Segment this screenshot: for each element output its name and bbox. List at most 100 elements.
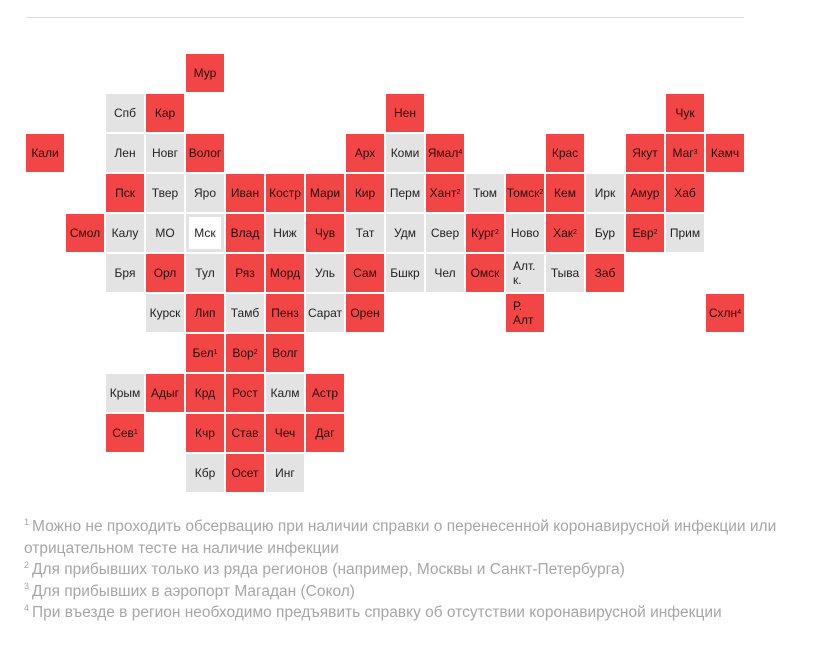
- region-tile: Крд: [186, 374, 224, 412]
- region-tile: Томск 2: [506, 174, 544, 212]
- region-label: Вор: [232, 346, 254, 360]
- region-tile: Бшкр: [386, 254, 424, 292]
- region-label: Кург: [471, 226, 495, 240]
- region-label: Арх: [354, 146, 376, 160]
- region-label: Чув: [314, 226, 336, 240]
- region-label: МО: [155, 226, 175, 240]
- region-tile: Бур: [586, 214, 624, 252]
- region-label: Кали: [31, 146, 59, 160]
- region-label: Лип: [194, 306, 216, 320]
- region-label: Яро: [193, 186, 216, 200]
- region-tile: Хак 2: [546, 214, 584, 252]
- region-label: Новг: [151, 146, 179, 160]
- region-label: Сев: [112, 426, 134, 440]
- region-label: Даг: [315, 426, 335, 440]
- footnote-3: 3 Для прибывших в аэропорт Магадан (Сокол…: [24, 581, 814, 603]
- footnote-1: 1 Можно не проходить обсервацию при налич…: [24, 516, 814, 559]
- region-tile: Ниж: [266, 214, 304, 252]
- region-tile: Кар: [146, 94, 184, 132]
- region-tile: Нен: [386, 94, 424, 132]
- region-tile: Ряз: [226, 254, 264, 292]
- region-label: Ирк: [594, 186, 616, 200]
- region-label: Евр: [632, 226, 654, 240]
- region-tile: Чув: [306, 214, 344, 252]
- region-label: Адыг: [150, 386, 179, 400]
- region-label: Уль: [314, 266, 336, 280]
- region-tile: Мур: [186, 54, 224, 92]
- region-label: Чук: [675, 106, 695, 120]
- region-tile: Инг: [266, 454, 304, 492]
- region-label: Костр: [269, 186, 301, 200]
- region-label: Орл: [153, 266, 177, 280]
- region-tile: Кург 2: [466, 214, 504, 252]
- footnote-text: Для прибывших в аэропорт Магадан (Сокол): [32, 582, 355, 600]
- region-label: Кчр: [195, 426, 215, 440]
- region-label: Волг: [272, 346, 298, 360]
- region-tile: Иван: [226, 174, 264, 212]
- region-label: Кбр: [194, 466, 216, 480]
- footnote-mark: 2: [24, 559, 30, 570]
- region-label: Томск: [506, 186, 540, 200]
- region-label: Ряз: [235, 266, 255, 280]
- region-tile: Кчр: [186, 414, 224, 452]
- region-tile: Астр: [306, 374, 344, 412]
- region-tile: Заб: [586, 254, 624, 292]
- region-label: Ямал: [427, 146, 459, 160]
- region-label: Ново: [510, 226, 540, 240]
- region-tile: Орен: [346, 294, 384, 332]
- region-tile: Коми: [386, 134, 424, 172]
- region-label: Бел: [192, 346, 214, 360]
- region-tile: Орл: [146, 254, 184, 292]
- region-tile: Став: [226, 414, 264, 452]
- region-tile: Хаб: [666, 174, 704, 212]
- region-label: Лен: [114, 146, 136, 160]
- region-label: Хант: [429, 186, 457, 200]
- region-label: Сам: [353, 266, 377, 280]
- region-label: Заб: [594, 266, 616, 280]
- region-label: Омск: [470, 266, 500, 280]
- region-label: Твер: [151, 186, 179, 200]
- region-label: Чел: [434, 266, 456, 280]
- region-tile: Крым: [106, 374, 144, 412]
- region-tile: Ново: [506, 214, 544, 252]
- region-label: Астр: [311, 386, 339, 400]
- region-tile: Даг: [306, 414, 344, 452]
- region-label: Прим: [669, 226, 701, 240]
- region-tile: Камч: [706, 134, 744, 172]
- top-divider: [26, 17, 744, 18]
- region-tile: Кем: [546, 174, 584, 212]
- region-label: Бур: [594, 226, 616, 240]
- region-label: Алт. к.: [513, 259, 536, 287]
- region-label: Амур: [630, 186, 660, 200]
- region-tile: Кир: [346, 174, 384, 212]
- region-label: Став: [231, 426, 259, 440]
- footnote-mark: 4: [24, 602, 30, 613]
- region-label: Чеч: [274, 426, 296, 440]
- region-label: Нен: [394, 106, 416, 120]
- region-label: Смол: [69, 226, 101, 240]
- region-tile: Адыг: [146, 374, 184, 412]
- region-tile: Чук: [666, 94, 704, 132]
- region-label: Бря: [114, 266, 136, 280]
- region-tile: Осет: [226, 454, 264, 492]
- region-label: Калм: [270, 386, 300, 400]
- region-tile: МО: [146, 214, 184, 252]
- region-tile: Сев 1: [106, 414, 144, 452]
- region-tile: Мари: [306, 174, 344, 212]
- region-label: Орен: [350, 306, 380, 320]
- footnote-text: Для прибывших только из ряда регионов (н…: [32, 561, 625, 578]
- region-label: Пск: [115, 186, 135, 200]
- region-tile: Новг: [146, 134, 184, 172]
- region-tile: Яро: [186, 174, 224, 212]
- region-tile: Смол: [66, 214, 104, 252]
- region-tile: Сам: [346, 254, 384, 292]
- region-tile: Удм: [386, 214, 424, 252]
- region-label: Влад: [230, 226, 260, 240]
- region-tile: Бел 1: [186, 334, 224, 372]
- region-tile: Мск: [186, 214, 224, 252]
- region-tile: Лен: [106, 134, 144, 172]
- region-tile: Тюм: [466, 174, 504, 212]
- region-tile: Ирк: [586, 174, 624, 212]
- region-label: Кем: [554, 186, 576, 200]
- footnote-mark: 3: [24, 581, 30, 592]
